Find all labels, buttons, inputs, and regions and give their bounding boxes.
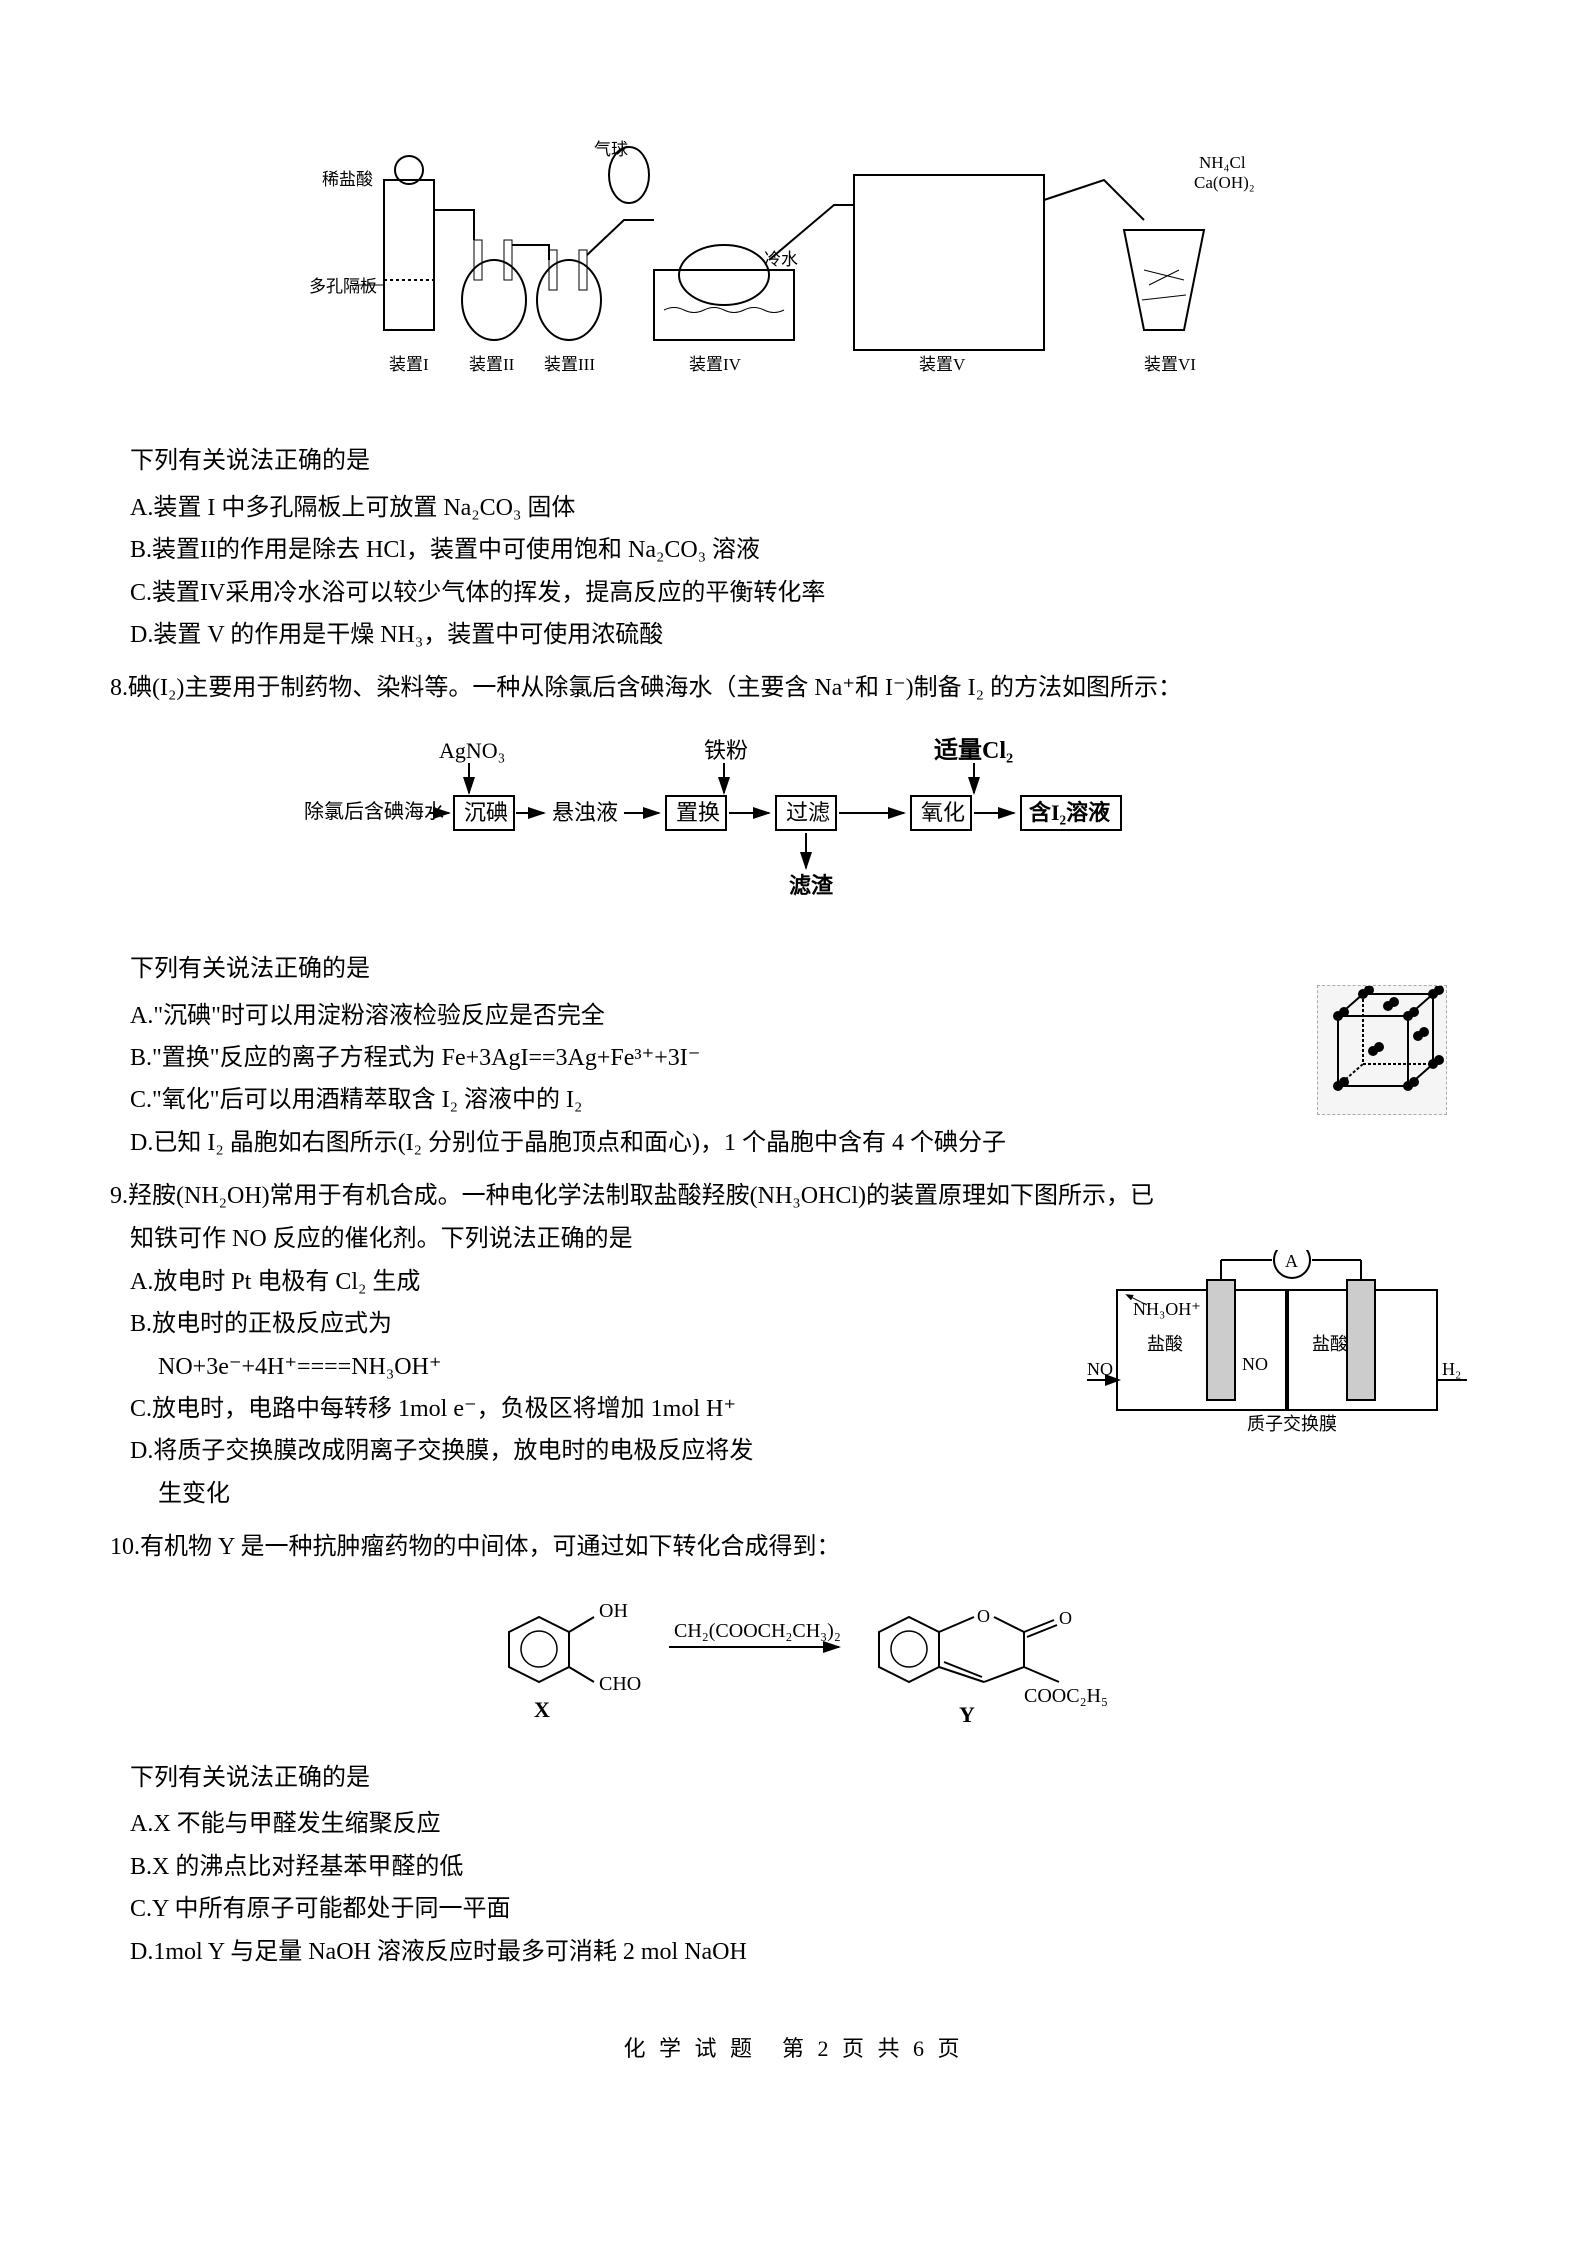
svg-text:NH₃OH⁺: NH₃OH⁺ [1133, 1299, 1201, 1319]
q8-option-d: D.已知 I₂ 晶胞如右图所示(I₂ 分别位于晶胞顶点和面心)，1 个晶胞中含有… [130, 1124, 1477, 1162]
q10-option-a: A.X 不能与甲醛发生缩聚反应 [130, 1805, 1477, 1843]
q8-options-wrapper: 下列有关说法正确的是 [110, 950, 1477, 1162]
q7-stem: 下列有关说法正确的是 [130, 442, 1477, 480]
q8-crystal-diagram [1317, 985, 1447, 1115]
q9-wrapper: 知铁可作 NO 反应的催化剂。下列说法正确的是 质子交换膜 A [110, 1220, 1477, 1513]
q10-number: 10.有机物 Y 是一种抗肿瘤药物的中间体，可通过如下转化合成得到： [110, 1528, 1477, 1566]
svg-text:稀盐酸: 稀盐酸 [322, 170, 373, 189]
svg-text:O: O [1059, 1608, 1072, 1628]
q8-flow-container: AgNO₃ 铁粉 适量Cl₂ 除氯后含碘海水 沉碘 悬浊液 置换 过滤 滤渣 氧… [110, 728, 1477, 920]
q10-reaction-diagram: OH CHO X CH₂(COOCH₂CH₃)₂ O O COOC₂H₅ [110, 1582, 1477, 1744]
q9-number: 9.羟胺(NH₂OH)常用于有机合成。一种电化学法制取盐酸羟胺(NH₃OHCl)… [110, 1177, 1477, 1215]
q8-iron-label: 铁粉 [704, 738, 748, 763]
svg-text:滤渣: 滤渣 [789, 873, 834, 898]
q10-option-c: C.Y 中所有原子可能都处于同一平面 [130, 1890, 1477, 1928]
svg-text:装置I: 装置I [389, 355, 429, 374]
svg-text:氧化: 氧化 [921, 800, 965, 825]
svg-text:A: A [1285, 1251, 1298, 1271]
q8-number: 8.碘(I₂)主要用于制药物、染料等。一种从除氯后含碘海水（主要含 Na⁺和 I… [110, 669, 1477, 707]
q7-option-a: A.装置 I 中多孔隔板上可放置 Na₂CO₃ 固体 [130, 489, 1477, 527]
q10-stem: 下列有关说法正确的是 [130, 1759, 1477, 1797]
svg-text:多孔隔板: 多孔隔板 [309, 277, 377, 296]
svg-text:CH₂(COOCH₂CH₃)₂: CH₂(COOCH₂CH₃)₂ [674, 1620, 841, 1642]
svg-text:装置IV: 装置IV [689, 355, 742, 374]
page-content: 稀盐酸 多孔隔板 装置I 装置II 装置III 气球 [110, 120, 1477, 2066]
svg-text:NO: NO [1087, 1359, 1113, 1379]
q8-stem: 下列有关说法正确的是 [130, 950, 1477, 988]
q9-option-d2: 生变化 [158, 1475, 1477, 1513]
q7-diagram-container: 稀盐酸 多孔隔板 装置I 装置II 装置III 气球 [110, 120, 1477, 412]
svg-text:Y: Y [959, 1702, 975, 1727]
svg-text:OH: OH [599, 1600, 628, 1622]
svg-text:装置III: 装置III [544, 355, 595, 374]
q8-agno3-label: AgNO₃ [439, 738, 505, 763]
svg-text:CHO: CHO [599, 1673, 641, 1695]
svg-text:NO: NO [1242, 1354, 1268, 1374]
q10-option-d: D.1mol Y 与足量 NaOH 溶液反应时最多可消耗 2 mol NaOH [130, 1933, 1477, 1971]
q8-flow-svg: AgNO₃ 铁粉 适量Cl₂ 除氯后含碘海水 沉碘 悬浊液 置换 过滤 滤渣 氧… [294, 728, 1294, 908]
q8-start-label: 除氯后含碘海水 [304, 800, 444, 823]
svg-text:含I₂溶液: 含I₂溶液 [1029, 800, 1110, 825]
q7-option-d: D.装置 V 的作用是干燥 NH₃，装置中可使用浓硫酸 [130, 616, 1477, 654]
q7-experiment-svg: 稀盐酸 多孔隔板 装置I 装置II 装置III 气球 [294, 120, 1294, 400]
svg-text:盐酸: 盐酸 [1312, 1334, 1348, 1354]
svg-text:O: O [977, 1606, 990, 1626]
svg-text:H₂: H₂ [1442, 1359, 1461, 1379]
svg-text:装置VI: 装置VI [1144, 355, 1196, 374]
q8-cl2-label: 适量Cl₂ [934, 737, 1013, 764]
q8-option-c: C."氧化"后可以用酒精萃取含 I₂ 溶液中的 I₂ [130, 1081, 1477, 1119]
svg-text:过滤: 过滤 [786, 800, 830, 825]
page-footer: 化 学 试 题 第 2 页 共 6 页 [110, 2031, 1477, 2066]
svg-text:COOC₂H₅: COOC₂H₅ [1024, 1685, 1108, 1707]
svg-text:装置II: 装置II [469, 355, 515, 374]
svg-text:Ca(OH)₂: Ca(OH)₂ [1194, 173, 1255, 192]
svg-text:质子交换膜: 质子交换膜 [1247, 1414, 1337, 1434]
svg-text:悬浊液: 悬浊液 [552, 800, 618, 825]
svg-text:沉碘: 沉碘 [464, 800, 508, 825]
svg-text:气球: 气球 [594, 140, 628, 159]
svg-text:装置V: 装置V [919, 355, 966, 374]
q7-option-b: B.装置II的作用是除去 HCl，装置中可使用饱和 Na₂CO₃ 溶液 [130, 531, 1477, 569]
svg-text:置换: 置换 [676, 800, 720, 825]
q8-option-a: A."沉碘"时可以用淀粉溶液检验反应是否完全 [130, 997, 1477, 1035]
svg-text:X: X [534, 1697, 550, 1722]
q7-option-c: C.装置IV采用冷水浴可以较少气体的挥发，提高反应的平衡转化率 [130, 574, 1477, 612]
svg-text:NH₄Cl: NH₄Cl [1199, 153, 1246, 172]
q9-electro-diagram: 质子交换膜 A NH₃OH⁺ 盐酸 盐酸 NO NO H₂ [1087, 1250, 1467, 1450]
q10-option-b: B.X 的沸点比对羟基苯甲醛的低 [130, 1848, 1477, 1886]
q8-option-b: B."置换"反应的离子方程式为 Fe+3AgI==3Ag+Fe³⁺+3I⁻ [130, 1039, 1477, 1077]
svg-text:盐酸: 盐酸 [1147, 1334, 1183, 1354]
